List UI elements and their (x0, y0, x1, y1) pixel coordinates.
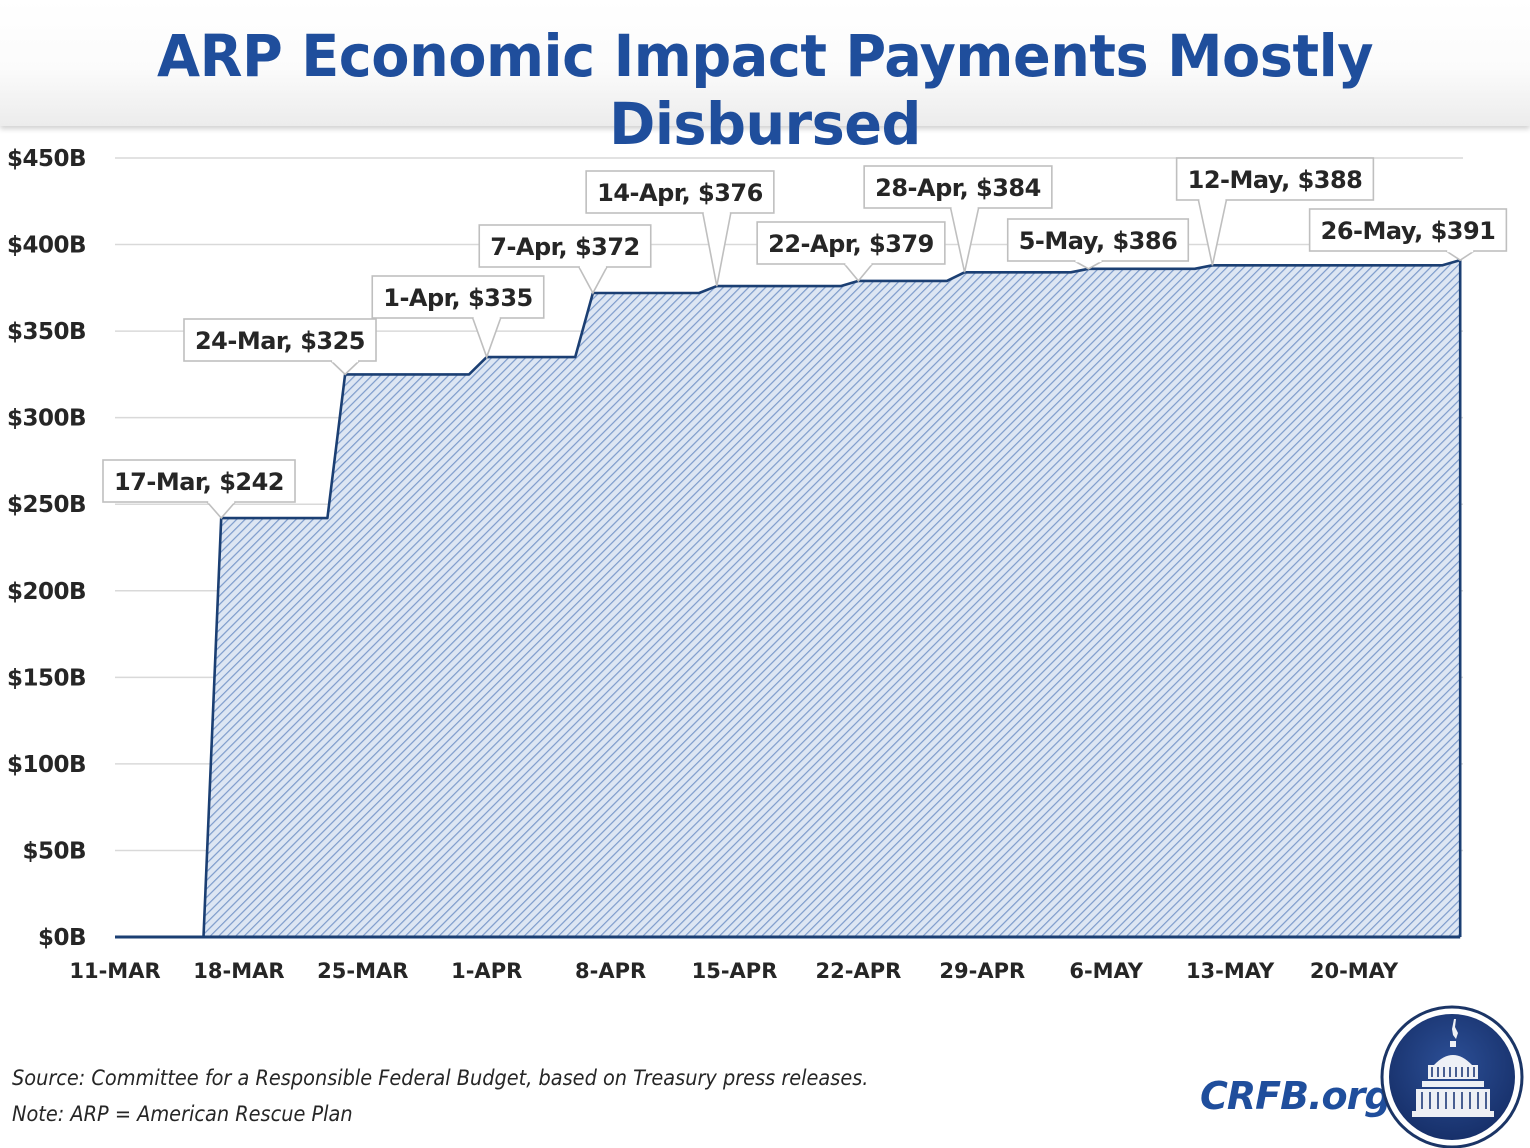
callout-box (1308, 208, 1508, 252)
y-tick-label: $100B (7, 752, 86, 778)
data-label-text: 1-Apr, $335 (383, 284, 533, 312)
x-tick-label: 1-APR (451, 959, 522, 983)
callout-box (756, 221, 946, 265)
y-axis: $0B $50B $100B $150B $200B $250B $300B $350B $40… (7, 146, 87, 951)
data-label-callout: 26-May, $391 (1308, 208, 1508, 262)
callout-box (1006, 218, 1190, 262)
data-label-text: 5-May, $386 (1019, 227, 1178, 255)
area-chart: $0B $50B $100B $150B $200B $250B $300B $350B $40… (7, 146, 1508, 983)
data-label-callout: 5-May, $386 (1006, 218, 1190, 270)
data-label-text: 14-Apr, $376 (597, 179, 763, 207)
callout-box (183, 318, 377, 362)
callout-pointer (206, 501, 236, 520)
y-tick-label: $300B (7, 406, 86, 432)
series-line (115, 258, 1462, 939)
y-tick-label: $350B (7, 319, 86, 345)
capitol-seal-logo (1380, 1005, 1524, 1148)
data-label-text: 26-May, $391 (1321, 217, 1496, 245)
y-tick-label: $200B (7, 579, 86, 605)
callout-pointer (949, 207, 980, 273)
x-tick-label: 18-MAR (193, 959, 284, 983)
x-tick-label: 25-MAR (317, 959, 408, 983)
x-tick-label: 6-MAY (1069, 959, 1143, 983)
callout-pointer (330, 360, 360, 376)
callout-pointer (1197, 199, 1228, 266)
data-label-callout: 22-Apr, $379 (756, 221, 946, 283)
data-label-text: 22-Apr, $379 (768, 230, 934, 258)
data-label-text: 28-Apr, $384 (875, 174, 1041, 202)
callout-box (371, 275, 545, 319)
x-tick-label: 11-MAR (69, 959, 160, 983)
x-tick-label: 20-MAY (1310, 959, 1399, 983)
area-fill (115, 260, 1461, 938)
callout-pointer (702, 212, 732, 287)
y-tick-label: $450B (7, 146, 86, 172)
callout-box (863, 165, 1053, 209)
chart-title: ARP Economic Impact Payments Mostly Disb… (156, 22, 1374, 158)
y-tick-label: $0B (38, 925, 86, 951)
callout-pointer (1074, 260, 1103, 270)
y-tick-label: $250B (7, 492, 86, 518)
data-label-text: 24-Mar, $325 (195, 327, 365, 355)
callout-box (478, 224, 652, 268)
data-label-callout: 14-Apr, $376 (585, 170, 775, 287)
x-tick-label: 22-APR (816, 959, 902, 983)
x-tick-label: 15-APR (692, 959, 778, 983)
x-tick-label: 13-MAY (1186, 959, 1275, 983)
callout-box (1175, 157, 1375, 201)
callout-pointer (471, 317, 502, 360)
brand-link[interactable]: CRFB.org (1200, 1074, 1392, 1118)
data-label-callout: 17-Mar, $242 (102, 459, 296, 520)
data-label-text: 7-Apr, $372 (490, 233, 640, 261)
data-label-callout: 24-Mar, $325 (183, 318, 377, 376)
data-label-callout: 28-Apr, $384 (863, 165, 1053, 273)
y-tick-label: $50B (22, 838, 86, 864)
data-label-callout: 1-Apr, $335 (371, 275, 545, 360)
callout-pointer (843, 263, 874, 283)
data-label-text: 12-May, $388 (1188, 166, 1363, 194)
callout-pointer (578, 266, 608, 295)
callout-box (585, 170, 775, 214)
callout-box (102, 459, 296, 503)
source-note: Source: Committee for a Responsible Fede… (12, 1066, 869, 1090)
series-area (115, 258, 1462, 939)
y-tick-label: $400B (7, 233, 86, 259)
data-labels: 17-Mar, $242 24-Mar, $325 1-Apr, $335 7-Apr… (102, 157, 1508, 520)
y-tick-label: $150B (7, 665, 86, 691)
data-label-callout: 7-Apr, $372 (478, 224, 652, 295)
header-banner: ARP Economic Impact Payments Mostly Disb… (0, 0, 1530, 158)
data-label-callout: 12-May, $388 (1175, 157, 1375, 266)
abbreviation-note: Note: ARP = American Rescue Plan (12, 1102, 353, 1126)
x-tick-label: 8-APR (575, 959, 646, 983)
x-tick-label: 29-APR (939, 959, 1025, 983)
x-axis: 11-MAR 18-MAR 25-MAR 1-APR 8-APR 15-APR 22-APR… (69, 959, 1399, 983)
callout-pointer (1445, 250, 1475, 262)
data-label-text: 17-Mar, $242 (114, 468, 284, 496)
